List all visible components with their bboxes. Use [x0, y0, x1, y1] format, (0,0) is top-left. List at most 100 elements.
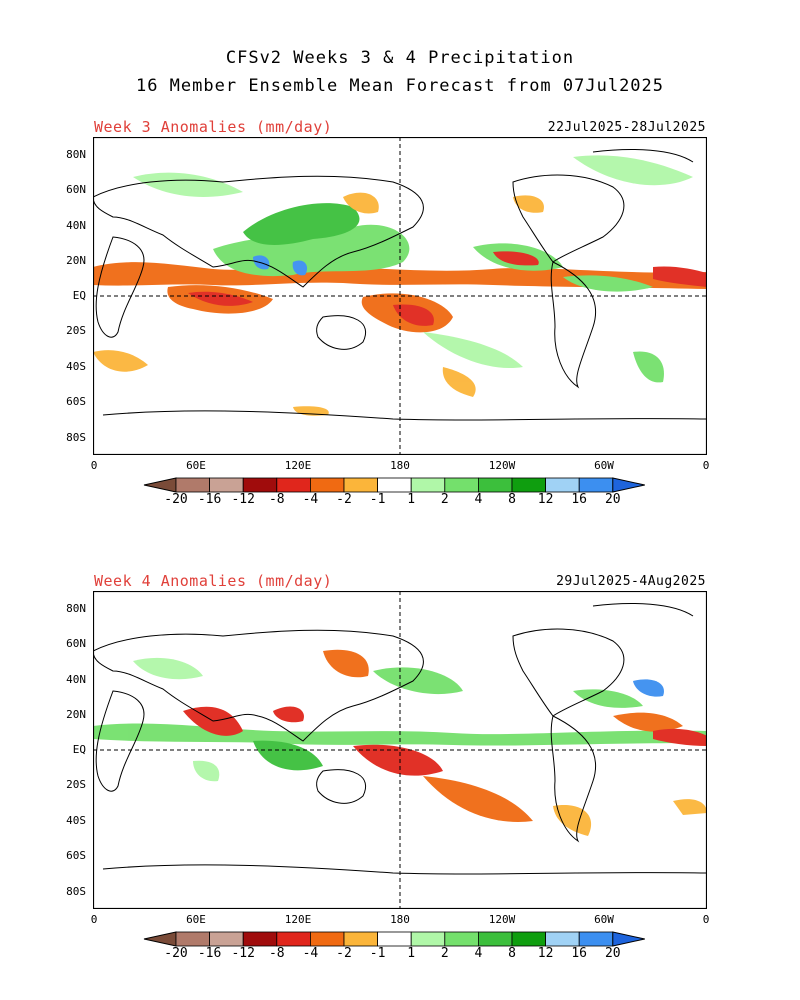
colorbar-cell [545, 931, 580, 947]
colorbar-cell [444, 477, 479, 493]
figure-title-line1: CFSv2 Weeks 3 & 4 Precipitation [225, 48, 575, 68]
p2-lat-80n: 80N [66, 602, 86, 615]
colorbar-tick-label: -4 [302, 492, 319, 507]
colorbar-tick-label: -12 [231, 946, 255, 961]
panel2-colorbar [143, 931, 645, 947]
colorbar-tick-label: -2 [336, 492, 352, 507]
p2-lon-60e: 60E [186, 913, 206, 926]
colorbar-tick-label: 12 [537, 946, 554, 961]
colorbar-cell [578, 931, 614, 947]
colorbar-arrow-left [143, 477, 177, 493]
colorbar-cell [309, 477, 345, 493]
p1-lon-60e: 60E [186, 459, 206, 472]
figure-title-line2: 16 Member Ensemble Mean Forecast from 07… [135, 76, 665, 96]
p1-lat-80n: 80N [66, 148, 86, 161]
colorbar-cell [242, 477, 278, 493]
p2-lat-40n: 40N [66, 673, 86, 686]
colorbar-cell [276, 931, 311, 947]
colorbar-cell [242, 931, 278, 947]
p1-lat-20s: 20S [66, 324, 86, 337]
p1-lat-40s: 40S [66, 360, 86, 373]
colorbar-tick-label: -1 [369, 946, 386, 961]
colorbar-cell [511, 931, 546, 947]
colorbar-tick-label: -16 [197, 946, 222, 961]
colorbar-tick-label: -20 [164, 492, 188, 507]
colorbar-tick-label: 8 [508, 492, 516, 507]
colorbar-cell [377, 477, 412, 493]
colorbar-cell [209, 477, 244, 493]
colorbar-cell [444, 931, 479, 947]
p2-lat-60n: 60N [66, 637, 86, 650]
colorbar-cell [578, 477, 614, 493]
p2-lon-0: 0 [90, 913, 98, 926]
p1-lon-60w: 60W [594, 459, 614, 472]
colorbar-cell [276, 477, 311, 493]
p1-lon-120e: 120E [284, 459, 312, 472]
colorbar-tick-label: 20 [604, 946, 621, 961]
colorbar-tick-label: -1 [369, 492, 386, 507]
colorbar-cell [209, 931, 244, 947]
p2-lat-20n: 20N [66, 708, 86, 721]
p1-lat-80s: 80S [66, 431, 86, 444]
p2-lon-0-end: 0 [702, 913, 710, 926]
colorbar-tick-label: -16 [197, 492, 222, 507]
panel1-colorbar [143, 477, 645, 493]
colorbar-tick-label: 16 [571, 492, 588, 507]
colorbar-tick-label: 12 [537, 492, 554, 507]
panel2-coastlines [93, 603, 707, 875]
colorbar-tick-label: 4 [474, 946, 483, 961]
p2-lat-eq: EQ [72, 743, 86, 756]
p1-lat-60n: 60N [66, 183, 86, 196]
colorbar-cell [309, 931, 345, 947]
p2-lon-60w: 60W [594, 913, 614, 926]
p1-lat-eq: EQ [72, 289, 86, 302]
colorbar-tick-label: -2 [336, 946, 352, 961]
p1-lon-180: 180 [390, 459, 410, 472]
p1-lat-40n: 40N [66, 219, 86, 232]
colorbar-cell [477, 477, 513, 493]
colorbar-tick-label: 2 [440, 492, 449, 507]
colorbar-tick-label: 1 [407, 946, 416, 961]
panel1-dates: 22Jul2025-28Jul2025 [547, 120, 706, 135]
p1-lon-0: 0 [90, 459, 98, 472]
colorbar-cell [477, 931, 513, 947]
colorbar-cell [175, 477, 210, 493]
colorbar-tick-label: 1 [407, 492, 416, 507]
colorbar-tick-label: -20 [164, 946, 188, 961]
p1-lat-60s: 60S [66, 395, 86, 408]
panel1-map [93, 137, 707, 455]
colorbar-tick-label: -4 [302, 946, 319, 961]
colorbar-tick-label: 8 [508, 946, 516, 961]
colorbar-tick-label: -12 [231, 492, 255, 507]
colorbar-cell [175, 931, 210, 947]
panel1-label: Week 3 Anomalies (mm/day) [94, 118, 333, 136]
p2-lat-20s: 20S [66, 778, 86, 791]
colorbar-cell [511, 477, 546, 493]
p2-lon-180: 180 [390, 913, 410, 926]
p1-lon-0-end: 0 [702, 459, 710, 472]
panel2-dates: 29Jul2025-4Aug2025 [556, 574, 706, 589]
p2-lat-80s: 80S [66, 885, 86, 898]
colorbar-arrow-left [143, 931, 177, 947]
panel2-label: Week 4 Anomalies (mm/day) [94, 572, 333, 590]
colorbar-arrow-right [612, 477, 645, 493]
colorbar-cell [343, 931, 378, 947]
colorbar-cell [410, 931, 446, 947]
colorbar-arrow-right [612, 931, 645, 947]
colorbar-tick-label: 20 [604, 492, 621, 507]
p1-lon-120w: 120W [488, 459, 516, 472]
colorbar-tick-label: 4 [474, 492, 483, 507]
colorbar-tick-label: -8 [268, 492, 285, 507]
colorbar-cell [343, 477, 378, 493]
p2-lat-40s: 40S [66, 814, 86, 827]
colorbar-tick-label: 2 [440, 946, 449, 961]
colorbar-tick-label: -8 [268, 946, 285, 961]
colorbar-cell [410, 477, 446, 493]
colorbar-tick-label: 16 [571, 946, 588, 961]
p2-lon-120w: 120W [488, 913, 516, 926]
p1-lat-20n: 20N [66, 254, 86, 267]
p2-lat-60s: 60S [66, 849, 86, 862]
colorbar-cell [545, 477, 580, 493]
p2-lon-120e: 120E [284, 913, 312, 926]
colorbar-cell [377, 931, 412, 947]
